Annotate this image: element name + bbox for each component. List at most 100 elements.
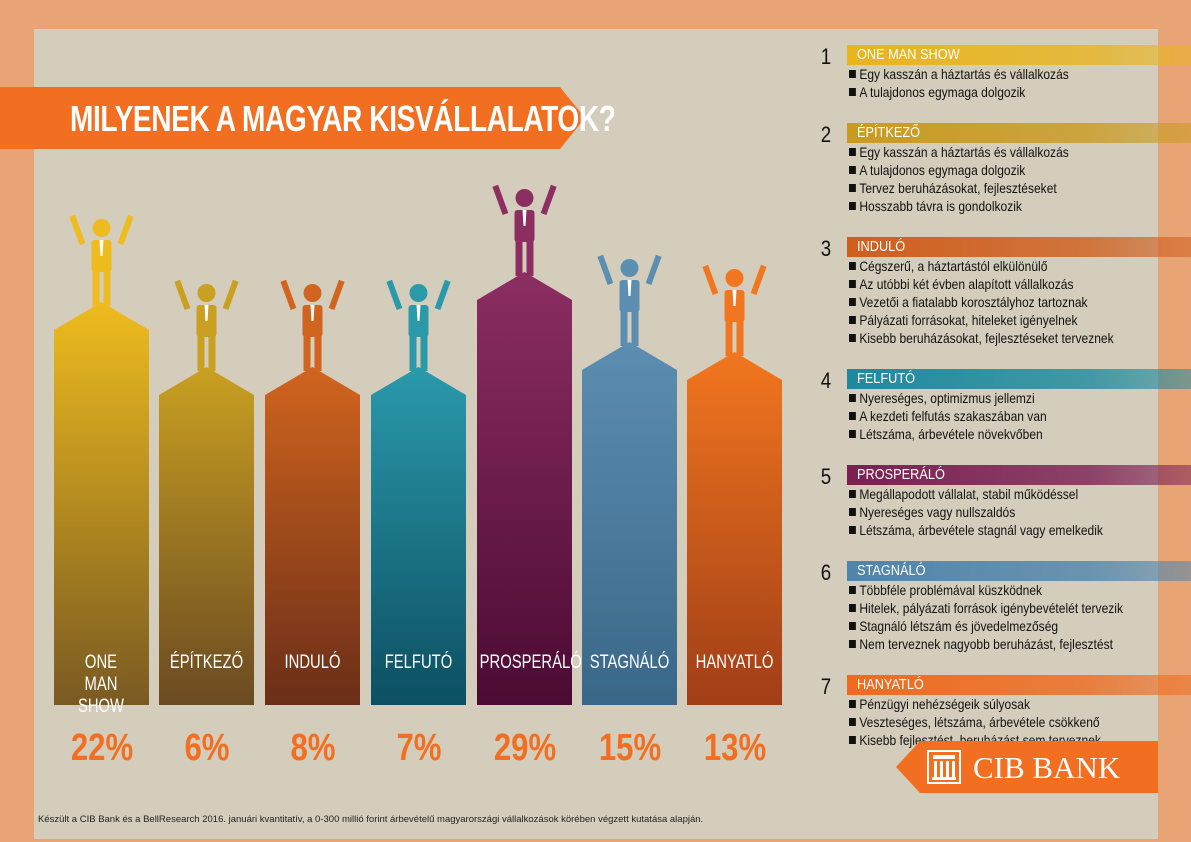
bar-label-2: ÉPÍTKEZŐ	[169, 652, 244, 673]
legend-item-text: Stagnáló létszám és jövedelmezőség	[859, 618, 1059, 634]
legend-number: 3	[820, 236, 832, 261]
legend-item-text: Nem terveznek nagyobb beruházást, fejles…	[859, 636, 1113, 652]
figure-holding-trophy-icon	[492, 184, 557, 276]
legend-heading: ONE MAN SHOW	[857, 46, 960, 63]
bar-label-1: ONE MAN SHOW	[77, 652, 125, 717]
legend-item: Pályázati forrásokat, hiteleket igényeln…	[849, 312, 1078, 328]
legend-heading-bar	[847, 369, 1191, 389]
bullet-icon	[849, 622, 856, 630]
bullet-icon	[849, 412, 856, 420]
legend-heading: INDULÓ	[857, 238, 906, 255]
legend-heading: PROSPERÁLÓ	[857, 466, 945, 483]
legend-item-text: Többféle problémával küszködnek	[859, 582, 1043, 598]
legend-heading-bar	[847, 675, 1191, 695]
legend-item: Pénzügyi nehézségeik súlyosak	[849, 696, 1030, 712]
bar-percent-4: 7%	[395, 727, 442, 769]
bar-percent-2: 6%	[183, 727, 230, 769]
figure-with-coins-icon	[69, 214, 134, 306]
legend-item: Nyereséges vagy nullszaldós	[849, 504, 1015, 520]
legend-item: Vezetői a fiatalabb korosztályhoz tartoz…	[849, 294, 1088, 310]
bar-percent-5: 29%	[493, 727, 556, 769]
bullet-icon	[849, 166, 856, 174]
legend-heading: HANYATLÓ	[857, 676, 924, 693]
footnote: Készült a CIB Bank és a BellResearch 201…	[38, 814, 704, 825]
bullet-icon	[849, 316, 856, 324]
legend-item-text: Nyereséges, optimizmus jellemzi	[859, 390, 1035, 406]
figure-climbing-stairs-icon	[386, 279, 451, 371]
bullet-icon	[849, 604, 856, 612]
legend-item: Kisebb beruházásokat, fejlesztéseket ter…	[849, 330, 1114, 346]
legend-item: Nyereséges, optimizmus jellemzi	[849, 390, 1035, 406]
bar-2	[159, 367, 254, 705]
bullet-icon	[849, 586, 856, 594]
bullet-icon	[849, 736, 856, 744]
cib-bank-logo-icon	[896, 741, 1158, 793]
bullet-icon	[849, 334, 856, 342]
legend-item: Nem terveznek nagyobb beruházást, fejles…	[849, 636, 1113, 652]
legend-item: Egy kasszán a háztartás és vállalkozás	[849, 66, 1069, 82]
legend-item: Hosszabb távra is gondolkozik	[849, 198, 1022, 214]
bullet-icon	[849, 430, 856, 438]
bar-label-7: HANYATLÓ	[695, 652, 774, 673]
bar-1	[54, 302, 149, 705]
legend-item-text: A tulajdonos egymaga dolgozik	[859, 162, 1026, 178]
legend-item: Cégszerű, a háztartástól elkülönülő	[849, 258, 1047, 274]
title-banner	[0, 87, 585, 149]
legend-item: Az utóbbi két évben alapított vállalkozá…	[849, 276, 1074, 292]
legend-heading-bar	[847, 45, 1191, 65]
legend-item-text: Nyereséges vagy nullszaldós	[859, 504, 1016, 520]
bar-7	[687, 352, 782, 705]
legend-number: 5	[820, 464, 832, 489]
legend-item-text: Létszáma, árbevétele stagnál vagy emelke…	[859, 522, 1103, 538]
legend-heading-bar	[847, 561, 1191, 581]
legend-item-text: Az utóbbi két évben alapított vállalkozá…	[859, 276, 1074, 292]
bar-6	[582, 342, 677, 705]
legend-item-text: Kisebb beruházásokat, fejlesztéseket ter…	[859, 330, 1114, 346]
bullet-icon	[849, 88, 856, 96]
cib-bank-logo-text: CIB BANK	[973, 750, 1121, 785]
bar-label-4: FELFUTÓ	[384, 652, 453, 673]
page-title: MILYENEK A MAGYAR KISVÁLLALATOK?	[70, 98, 616, 139]
bullet-icon	[849, 640, 856, 648]
bullet-icon	[849, 184, 856, 192]
legend-item: A kezdeti felfutás szakaszában van	[849, 408, 1047, 424]
legend-item: Stagnáló létszám és jövedelmezőség	[849, 618, 1058, 634]
legend-number: 4	[820, 368, 832, 393]
legend-item-text: Pályázati forrásokat, hiteleket igényeln…	[859, 312, 1078, 328]
legend-item-text: Tervez beruházásokat, fejlesztéseket	[859, 180, 1057, 196]
bar-percent-3: 8%	[289, 727, 336, 769]
legend-item-text: Cégszerű, a háztartástól elkülönülő	[859, 258, 1048, 274]
legend-heading-bar	[847, 465, 1191, 485]
legend-item: Létszáma, árbevétele stagnál vagy emelke…	[849, 522, 1103, 538]
legend-item-text: Létszáma, árbevétele növekvőben	[859, 426, 1043, 442]
bullet-icon	[849, 718, 856, 726]
figure-standing-still-icon	[597, 254, 662, 346]
bullet-icon	[849, 148, 856, 156]
legend-item-text: Hosszabb távra is gondolkozik	[859, 198, 1022, 214]
bullet-icon	[849, 298, 856, 306]
legend-item: Megállapodott vállalat, stabil működésse…	[849, 486, 1078, 502]
legend-number: 7	[820, 674, 832, 699]
legend-number: 6	[820, 560, 832, 585]
bar-chart	[54, 184, 782, 705]
legend-item: Létszáma, árbevétele növekvőben	[849, 426, 1043, 442]
legend-item-text: Pénzügyi nehézségeik súlyosak	[859, 696, 1031, 712]
bar-label-6: STAGNÁLÓ	[589, 652, 670, 673]
bullet-icon	[849, 526, 856, 534]
bar-5	[477, 272, 572, 705]
bar-percent-7: 13%	[703, 727, 766, 769]
legend-heading-bar	[847, 237, 1191, 257]
figure-with-lifebuoy-icon	[702, 264, 767, 356]
legend-heading-bar	[847, 123, 1191, 143]
legend-item-text: Veszteséges, létszáma, árbevétele csökke…	[859, 714, 1100, 730]
legend-item-text: Egy kasszán a háztartás és vállalkozás	[859, 66, 1069, 82]
bar-percent-1: 22%	[70, 727, 133, 769]
bullet-icon	[849, 508, 856, 516]
legend-item: Egy kasszán a háztartás és vállalkozás	[849, 144, 1069, 160]
bullet-icon	[849, 490, 856, 498]
legend-number: 1	[820, 44, 832, 69]
bullet-icon	[849, 202, 856, 210]
bullet-icon	[849, 70, 856, 78]
legend-item: A tulajdonos egymaga dolgozik	[849, 84, 1025, 100]
figure-stacking-bricks-icon	[174, 279, 239, 371]
